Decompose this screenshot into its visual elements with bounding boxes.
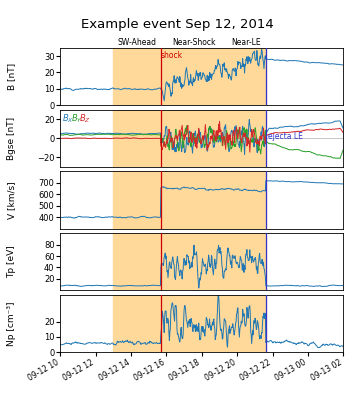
Y-axis label: B [nT]: B [nT] [7, 63, 16, 90]
Y-axis label: Bgse [nT]: Bgse [nT] [7, 117, 16, 160]
Bar [161, 110, 226, 167]
Bar [113, 233, 161, 290]
Bar [113, 48, 161, 105]
Text: shock: shock [161, 51, 183, 60]
Bar [226, 295, 266, 352]
Y-axis label: Np [cm⁻³]: Np [cm⁻³] [7, 301, 16, 346]
Bar [161, 172, 226, 228]
Bar [226, 110, 266, 167]
Text: Near-LE: Near-LE [231, 38, 261, 47]
Text: $B_Y$: $B_Y$ [70, 112, 82, 125]
Bar [113, 110, 161, 167]
Bar [161, 48, 226, 105]
Bar [113, 295, 161, 352]
Bar [113, 172, 161, 228]
Y-axis label: V [km/s]: V [km/s] [7, 181, 16, 219]
Text: Near-Shock: Near-Shock [172, 38, 215, 47]
Bar [161, 295, 226, 352]
Bar [226, 233, 266, 290]
Text: $B_Z$: $B_Z$ [79, 112, 91, 125]
Text: $B_X$: $B_X$ [62, 112, 74, 125]
Bar [226, 48, 266, 105]
Text: ejecta LE: ejecta LE [268, 132, 303, 141]
Bar [226, 172, 266, 228]
Y-axis label: Tp [eV]: Tp [eV] [7, 245, 16, 278]
Text: SW-Ahead: SW-Ahead [117, 38, 156, 47]
Text: Example event Sep 12, 2014: Example event Sep 12, 2014 [81, 18, 273, 31]
Bar [161, 233, 226, 290]
